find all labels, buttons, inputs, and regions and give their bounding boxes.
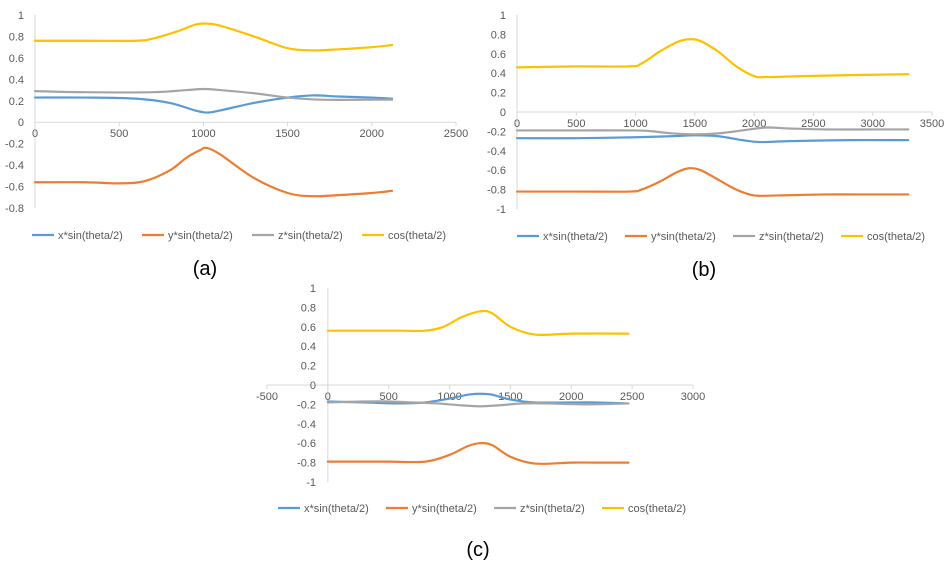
- y-tick-label: 0.4: [301, 341, 316, 353]
- x-tick-label: 2000: [360, 128, 384, 140]
- x-tick-label: 0: [325, 391, 331, 403]
- y-tick-label: 0: [310, 380, 316, 392]
- x-tick-label: 500: [567, 118, 585, 130]
- y-tick-label: 0.2: [301, 361, 316, 373]
- legend-label-x: x*sin(theta/2): [304, 503, 369, 515]
- legend-label-z: z*sin(theta/2): [520, 503, 585, 515]
- series-line-z: [515, 126, 910, 136]
- y-tick-label: -0.4: [297, 419, 316, 431]
- legend-label-x: x*sin(theta/2): [58, 230, 123, 242]
- x-tick-label: 1000: [191, 128, 215, 140]
- x-tick-label: 2500: [444, 128, 468, 140]
- series-line-cos: [33, 22, 394, 52]
- y-tick-label: -1: [496, 204, 506, 216]
- y-tick-label: 0.8: [9, 31, 24, 43]
- legend-label-cos: cos(theta/2): [388, 230, 446, 242]
- legend-label-y: y*sin(theta/2): [168, 230, 233, 242]
- y-tick-label: 1: [310, 283, 316, 295]
- y-tick-label: 1: [18, 10, 24, 22]
- y-tick-label: -0.4: [5, 160, 24, 172]
- y-tick-label: 0.2: [491, 88, 506, 100]
- y-tick-label: 0.4: [491, 68, 506, 80]
- y-tick-label: -0.6: [487, 165, 506, 177]
- x-tick-label: 1500: [683, 118, 707, 130]
- legend-label-z: z*sin(theta/2): [759, 231, 824, 243]
- y-tick-label: -0.2: [297, 399, 316, 411]
- y-tick-label: 0: [500, 107, 506, 119]
- y-tick-label: 0.6: [491, 49, 506, 61]
- x-tick-label: -500: [256, 391, 278, 403]
- y-tick-label: -0.8: [5, 203, 24, 215]
- legend-label-cos: cos(theta/2): [867, 231, 925, 243]
- series-line-y: [326, 442, 630, 465]
- y-tick-label: 0.8: [301, 302, 316, 314]
- y-tick-label: -0.6: [5, 182, 24, 194]
- chart-panel-a: -0.8 -0.6 -0.4 -0.2 0 0.2 0.4 0.6 0.8 1 0 500 1000 15…: [5, 10, 468, 280]
- y-tick-label: -0.2: [487, 126, 506, 138]
- series-line-cos: [326, 309, 630, 337]
- series-line-z: [33, 87, 394, 101]
- panel-caption: (b): [692, 259, 716, 281]
- series-line-z: [326, 400, 630, 408]
- y-tick-label: -0.6: [297, 438, 316, 450]
- series-line-cos: [515, 38, 910, 79]
- y-tick-label: 0: [18, 117, 24, 129]
- x-tick-label: 500: [380, 391, 398, 403]
- legend-label-x: x*sin(theta/2): [543, 231, 608, 243]
- series-line-y: [33, 146, 394, 198]
- y-tick-label: -0.8: [487, 185, 506, 197]
- x-tick-label: 1500: [275, 128, 299, 140]
- y-tick-label: -0.8: [297, 458, 316, 470]
- x-tick-label: 1000: [623, 118, 647, 130]
- x-tick-label: 0: [32, 128, 38, 140]
- y-tick-label: 0.6: [9, 53, 24, 65]
- y-tick-label: 0.4: [9, 74, 24, 86]
- chart-panel-c: -1 -0.8 -0.6 -0.4 -0.2 0 0.2 0.4 0.6 0.8 1 -500 0 500…: [256, 283, 705, 561]
- legend-label-y: y*sin(theta/2): [651, 231, 716, 243]
- x-tick-label: 3000: [681, 391, 705, 403]
- y-tick-label: -0.2: [5, 139, 24, 151]
- x-tick-label: 2500: [620, 391, 644, 403]
- x-tick-label: 3500: [920, 118, 944, 130]
- x-tick-label: 2500: [801, 118, 825, 130]
- y-tick-label: 0.2: [9, 96, 24, 108]
- x-tick-label: 0: [514, 118, 520, 130]
- legend-label-y: y*sin(theta/2): [412, 503, 477, 515]
- series-line-y: [515, 167, 910, 197]
- y-tick-label: -1: [306, 477, 316, 489]
- y-tick-label: 0.6: [301, 322, 316, 334]
- y-tick-label: 0.8: [491, 29, 506, 41]
- legend-label-cos: cos(theta/2): [628, 503, 686, 515]
- series-line-x: [33, 94, 394, 114]
- chart-panel-b: -1 -0.8 -0.6 -0.4 -0.2 0 0.2 0.4 0.6 0.8 1 0 500 1000…: [487, 10, 944, 281]
- y-tick-label: 1: [500, 10, 506, 22]
- legend-label-z: z*sin(theta/2): [278, 230, 343, 242]
- x-tick-label: 2000: [559, 391, 583, 403]
- series-line-x: [326, 392, 630, 405]
- panel-caption: (c): [466, 539, 489, 561]
- x-tick-label: 500: [110, 128, 128, 140]
- y-tick-label: -0.4: [487, 146, 506, 158]
- x-tick-label: 3000: [860, 118, 884, 130]
- series-line-x: [515, 134, 910, 144]
- panel-caption: (a): [193, 258, 217, 280]
